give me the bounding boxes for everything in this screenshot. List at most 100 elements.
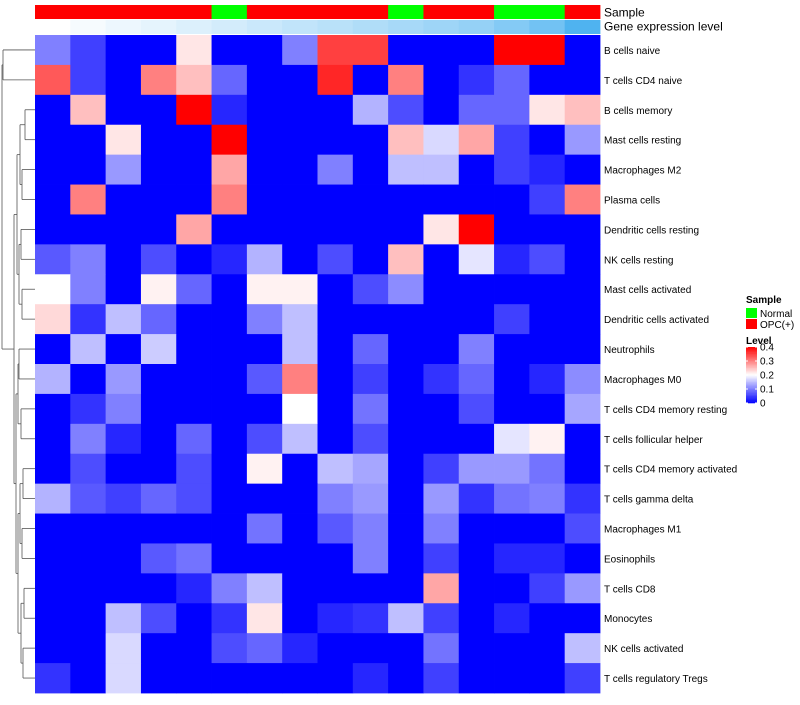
heatmap-cell: [352, 573, 389, 604]
colorbar-segment: [746, 389, 757, 391]
heatmap-cell: [458, 244, 495, 275]
sample-annotation-cell: [176, 5, 212, 19]
heatmap-cell: [317, 94, 354, 126]
heatmap-cell: [529, 124, 566, 156]
colorbar-segment: [746, 393, 757, 395]
heatmap-cell: [246, 214, 283, 245]
heatmap-cell: [282, 393, 318, 425]
heatmap-cell: [388, 513, 424, 544]
heatmap-cell: [458, 573, 495, 604]
heatmap-cell: [105, 663, 142, 694]
heatmap-cell: [529, 35, 566, 66]
sample-annotation-cell: [317, 5, 354, 19]
heatmap-cell: [423, 244, 460, 275]
heatmap-cell: [317, 513, 354, 544]
heatmap-cell: [423, 513, 460, 544]
colorbar-segment: [746, 384, 757, 387]
heatmap-cell: [70, 304, 107, 335]
heatmap-cell: [352, 304, 389, 335]
heatmap-cell: [564, 573, 601, 604]
heatmap-cell: [317, 423, 354, 455]
heatmap-cell: [564, 513, 601, 544]
heatmap-cell: [70, 513, 107, 544]
heatmap-cell: [352, 154, 389, 185]
heatmap-cell: [140, 244, 177, 275]
colorbar-segment: [746, 377, 757, 380]
heatmap-cell: [105, 35, 142, 66]
heatmap-cell: [282, 244, 318, 275]
heatmap-cell: [176, 573, 212, 604]
heatmap-cell: [352, 633, 389, 664]
heatmap-cell: [494, 94, 530, 126]
colorbar-tick-label: 0: [760, 399, 766, 410]
heatmap-cell: [564, 64, 601, 96]
heatmap-cell: [317, 334, 354, 365]
heatmap-cell: [317, 633, 354, 664]
heatmap-cell: [458, 603, 495, 634]
heatmap-cell: [282, 513, 318, 544]
row-label: Mast cells activated: [604, 285, 691, 296]
heatmap-cell: [282, 633, 318, 664]
heatmap-cell: [176, 393, 212, 425]
heatmap-cell: [494, 573, 530, 604]
heatmap-cell: [388, 94, 424, 126]
heatmap-cell: [458, 423, 495, 455]
heatmap-cell: [211, 214, 248, 245]
colorbar-segment: [746, 358, 757, 360]
heatmap-cell: [352, 453, 389, 485]
colorbar-segment: [746, 363, 757, 366]
heatmap-cell: [211, 124, 248, 156]
heatmap-cell: [105, 334, 142, 365]
heatmap-cell: [246, 663, 283, 694]
heatmap-cell: [70, 393, 107, 425]
heatmap-cell: [211, 573, 248, 604]
annotation-label-sample: Sample: [604, 6, 645, 20]
heatmap-cell: [246, 364, 283, 395]
heatmap-cell: [211, 154, 248, 185]
heatmap-cell: [352, 334, 389, 365]
heatmap-cell: [246, 393, 283, 425]
heatmap-cell: [105, 64, 142, 96]
heatmap-cell: [317, 214, 354, 245]
heatmap-cell: [352, 35, 389, 66]
heatmap-cell: [140, 274, 177, 305]
heatmap-cell: [105, 513, 142, 544]
colorbar-segment: [746, 397, 757, 400]
heatmap-cell: [211, 64, 248, 96]
legend-level-title: Level: [746, 336, 772, 347]
heatmap-cell: [494, 184, 530, 215]
colorbar-segment: [746, 372, 757, 374]
heatmap-cell: [423, 214, 460, 245]
heatmap-cell: [105, 603, 142, 634]
heatmap-cell: [458, 663, 495, 694]
row-label: Mast cells resting: [604, 136, 681, 147]
sample-annotation-cell: [494, 5, 530, 19]
heatmap-cell: [494, 154, 530, 185]
heatmap-cell: [70, 94, 107, 126]
heatmap-cell: [140, 334, 177, 365]
heatmap-cell: [564, 304, 601, 335]
heatmap-cell: [352, 244, 389, 275]
colorbar-segment: [746, 347, 757, 349]
heatmap-cell: [70, 124, 107, 156]
row-label: Neutrophils: [604, 345, 655, 356]
heatmap-cell: [529, 154, 566, 185]
heatmap-cell: [211, 334, 248, 365]
heatmap-cell: [35, 304, 71, 335]
heatmap-cell: [211, 543, 248, 574]
heatmap-cell: [282, 663, 318, 694]
gene-expression-annotation-cell: [317, 20, 354, 34]
heatmap-cell: [246, 64, 283, 96]
heatmap-cell: [423, 573, 460, 604]
heatmap-cell: [388, 453, 424, 485]
heatmap-cell: [70, 214, 107, 245]
heatmap-cell: [140, 184, 177, 215]
heatmap-cell: [494, 423, 530, 455]
heatmap-cell: [70, 154, 107, 185]
heatmap-cells: [35, 35, 601, 694]
legend-colorbar: 0.4 0.3 0.2 0.1 0: [746, 343, 774, 410]
heatmap-cell: [529, 483, 566, 514]
heatmap-cell: [70, 573, 107, 604]
heatmap-cell: [494, 483, 530, 514]
